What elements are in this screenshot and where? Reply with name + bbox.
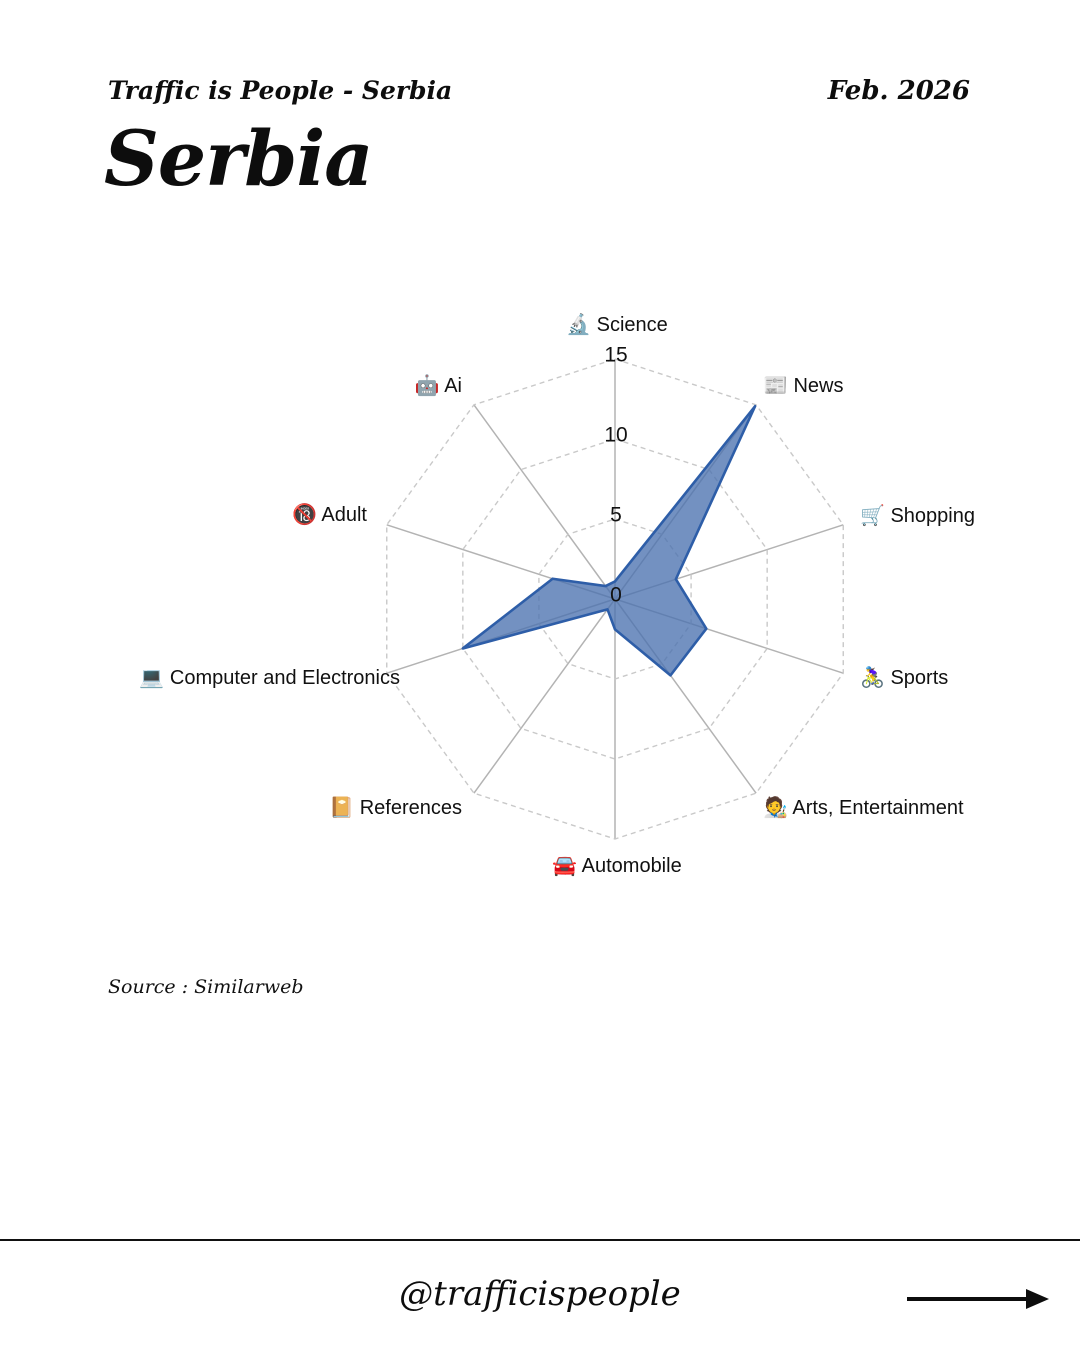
arts-entertainment-icon: 🧑‍🎨 Arts, Entertainment [763, 795, 964, 819]
category-label-automobile: 🚘 Automobile [552, 855, 681, 877]
source-note: Source : Similarweb [108, 976, 304, 998]
news-icon: 📰 News [763, 375, 843, 397]
footer-handle: @trafficispeople [399, 1274, 681, 1314]
axis-spoke-ai [473, 404, 616, 600]
radar-polygon-serbia [461, 404, 757, 677]
category-label-science: 🔬 Science [566, 312, 668, 336]
radial-tick-15: 15 [604, 344, 627, 367]
sports-icon: 🚴‍♀️ Sports [860, 665, 948, 689]
axis-spoke-references [473, 598, 616, 794]
category-label-sports: 🚴‍♀️ Sports [860, 665, 948, 689]
radial-tick-5: 5 [610, 504, 622, 527]
grid-ring-10 [462, 438, 768, 760]
adult-icon: 🔞 Adult [292, 502, 367, 526]
report-subtitle: Traffic is People - Serbia [108, 76, 453, 105]
category-label-news: 📰 News [763, 375, 843, 397]
radial-tick-10: 10 [604, 424, 627, 447]
ai-icon: 🤖 Ai [415, 373, 462, 397]
references-icon: 📔 References [329, 796, 462, 819]
category-label-arts-entertainment: 🧑‍🎨 Arts, Entertainment [763, 795, 964, 819]
automobile-icon: 🚘 Automobile [552, 855, 681, 877]
footer-divider [0, 1239, 1080, 1241]
radial-tick-0: 0 [610, 584, 622, 607]
category-label-adult: 🔞 Adult [292, 502, 367, 526]
category-label-ai: 🤖 Ai [415, 373, 462, 397]
computer-and-electronics-icon: 💻 Computer and Electronics [139, 667, 400, 689]
science-icon: 🔬 Science [566, 312, 668, 336]
category-label-shopping: 🛒 Shopping [860, 503, 975, 527]
category-label-computer-and-electronics: 💻 Computer and Electronics [139, 667, 400, 689]
page-title: Serbia [104, 114, 374, 203]
shopping-icon: 🛒 Shopping [860, 503, 975, 527]
right-arrow-icon [907, 1289, 1049, 1309]
report-date: Feb. 2026 [827, 76, 970, 106]
grid-ring-15 [386, 358, 844, 840]
category-label-references: 📔 References [329, 796, 462, 819]
